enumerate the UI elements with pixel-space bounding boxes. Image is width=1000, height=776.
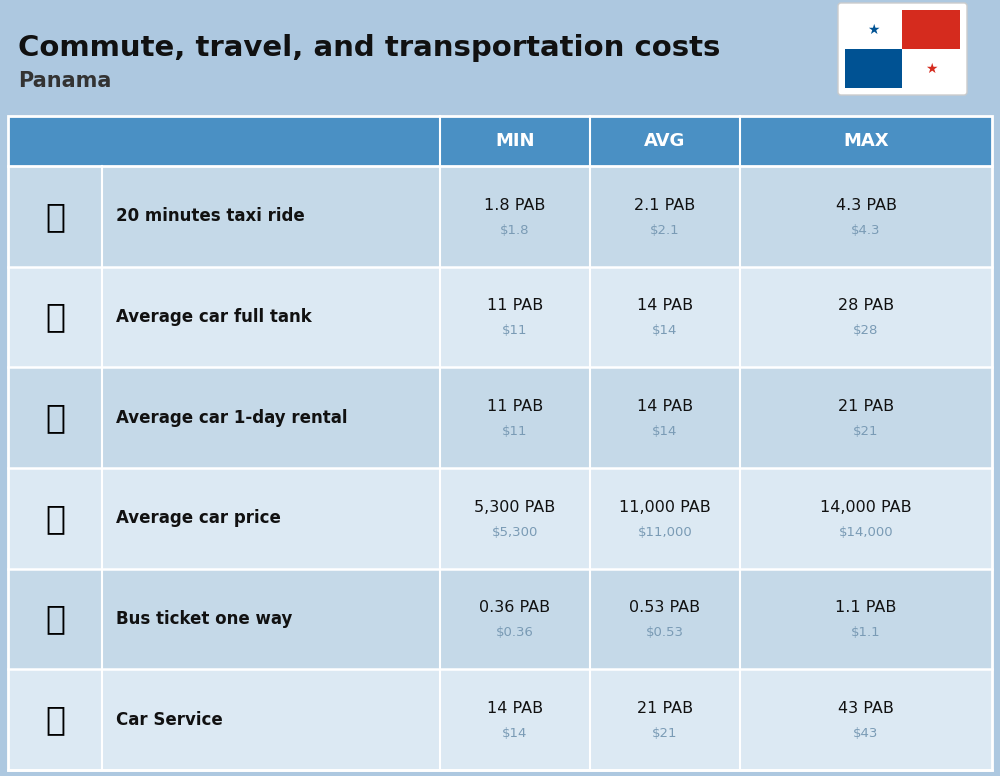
Text: 14 PAB: 14 PAB (487, 702, 543, 716)
Bar (8, 116, 992, 166)
Text: 28 PAB: 28 PAB (838, 299, 894, 314)
Text: 🚖: 🚖 (45, 200, 65, 233)
Text: 21 PAB: 21 PAB (838, 399, 894, 414)
Text: $5,300: $5,300 (492, 526, 538, 539)
Text: 5,300 PAB: 5,300 PAB (474, 500, 556, 514)
Text: $21: $21 (853, 425, 879, 438)
Bar (902, 10, 960, 49)
Bar (902, 49, 960, 88)
Text: Average car full tank: Average car full tank (116, 308, 312, 326)
Text: 20 minutes taxi ride: 20 minutes taxi ride (116, 207, 305, 225)
Text: Average car price: Average car price (116, 509, 281, 528)
Text: $14: $14 (502, 727, 528, 740)
Text: 🚌: 🚌 (45, 602, 65, 636)
Text: Car Service: Car Service (116, 711, 223, 729)
Text: $0.53: $0.53 (646, 626, 684, 639)
Text: 🛠: 🛠 (45, 703, 65, 736)
Text: $2.1: $2.1 (650, 223, 680, 237)
Text: $21: $21 (652, 727, 678, 740)
Text: $4.3: $4.3 (851, 223, 881, 237)
Bar (8, 670, 992, 770)
Text: 21 PAB: 21 PAB (637, 702, 693, 716)
Bar (8, 569, 992, 670)
Text: 1.8 PAB: 1.8 PAB (484, 198, 546, 213)
Text: ★: ★ (925, 61, 938, 75)
Bar (845, 10, 902, 49)
Text: $14,000: $14,000 (839, 526, 893, 539)
Bar (8, 166, 992, 267)
Text: $1.1: $1.1 (851, 626, 881, 639)
Text: 0.53 PAB: 0.53 PAB (629, 601, 701, 615)
Text: 14,000 PAB: 14,000 PAB (820, 500, 912, 514)
Text: 43 PAB: 43 PAB (838, 702, 894, 716)
Text: Panama: Panama (18, 71, 111, 91)
Bar (8, 267, 992, 367)
Text: $28: $28 (853, 324, 879, 338)
Text: $11,000: $11,000 (638, 526, 692, 539)
Bar (8, 468, 992, 569)
Text: 4.3 PAB: 4.3 PAB (836, 198, 896, 213)
Text: AVG: AVG (644, 132, 686, 150)
Text: MIN: MIN (495, 132, 535, 150)
Text: $1.8: $1.8 (500, 223, 530, 237)
Text: $43: $43 (853, 727, 879, 740)
Text: $14: $14 (652, 324, 678, 338)
Text: 14 PAB: 14 PAB (637, 299, 693, 314)
FancyBboxPatch shape (838, 3, 967, 95)
Text: $0.36: $0.36 (496, 626, 534, 639)
Text: ★: ★ (867, 23, 880, 36)
Text: Commute, travel, and transportation costs: Commute, travel, and transportation cost… (18, 34, 720, 62)
Bar (8, 116, 992, 770)
Text: 11 PAB: 11 PAB (487, 399, 543, 414)
Text: ⛽: ⛽ (45, 300, 65, 334)
Text: 11 PAB: 11 PAB (487, 299, 543, 314)
Text: MAX: MAX (843, 132, 889, 150)
Text: Bus ticket one way: Bus ticket one way (116, 610, 292, 628)
Text: $11: $11 (502, 324, 528, 338)
Text: $14: $14 (652, 425, 678, 438)
Text: 11,000 PAB: 11,000 PAB (619, 500, 711, 514)
Text: 1.1 PAB: 1.1 PAB (835, 601, 897, 615)
Text: 🚗: 🚗 (45, 502, 65, 535)
Text: 14 PAB: 14 PAB (637, 399, 693, 414)
Text: 🚙: 🚙 (45, 401, 65, 434)
Text: $11: $11 (502, 425, 528, 438)
Text: Average car 1-day rental: Average car 1-day rental (116, 409, 348, 427)
Text: 2.1 PAB: 2.1 PAB (634, 198, 696, 213)
Bar (845, 49, 902, 88)
Bar (8, 367, 992, 468)
Text: 0.36 PAB: 0.36 PAB (479, 601, 551, 615)
